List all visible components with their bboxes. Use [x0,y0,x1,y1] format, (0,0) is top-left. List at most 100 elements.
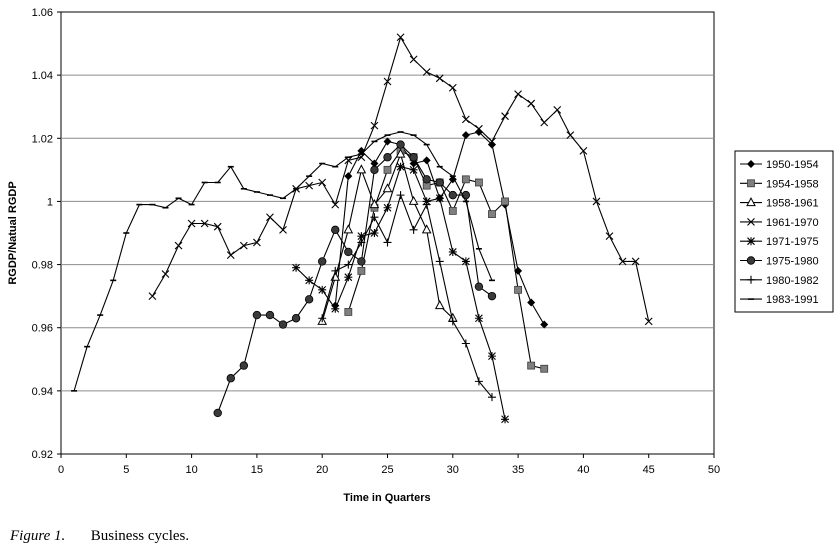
series-1983-1991 [71,131,495,392]
data-point-x [644,317,653,326]
legend-item-1983-1991: 1983-1991 [740,294,819,306]
data-point-square [514,285,522,294]
y-tick-label: 1 [47,196,53,208]
data-point-diamond [370,159,379,168]
y-tick-label: 0.98 [32,260,53,272]
legend-item-1961-1970: 1961-1970 [740,217,819,229]
y-tick-label: 0.96 [32,323,53,335]
figure-label: Figure 1. [10,528,66,544]
series-1961-1970 [148,33,653,326]
series-1975-1980 [213,140,497,418]
x-axis-title: Time in Quarters [343,492,430,504]
y-tick-label: 1.02 [32,133,53,145]
data-point-square [747,179,755,188]
data-point-x [370,121,379,130]
data-point-x [592,197,601,206]
data-point-asterisk [331,304,340,313]
data-point-circle [422,175,431,184]
data-point-triangle [356,164,367,174]
x-tick-label: 15 [251,464,263,476]
legend-item-1980-1982: 1980-1982 [740,275,819,287]
data-point-square [344,308,353,316]
data-point-x [187,219,196,228]
data-point-plus [396,191,405,200]
data-point-x [213,222,222,231]
data-point-circle [331,225,340,235]
data-point-plus [331,266,340,275]
figure-caption-text: Business cycles. [90,528,190,544]
data-point-circle [291,314,301,323]
x-tick-label: 50 [708,464,720,476]
data-point-x [305,181,314,190]
data-point-x [226,251,235,259]
data-point-triangle [434,300,445,310]
legend: 1950-1954 1954-1958 1958-1961 1961-1970 1971… [734,150,834,313]
business-cycles-chart: 0.92 0.94 0.96 0.98 1 1.02 1.04 1.06 0 5 10 15 20 25… [7,7,834,504]
data-point-triangle [395,148,406,158]
data-point-square [488,210,496,218]
data-point-x [501,112,509,121]
x-tick-label: 0 [58,464,64,476]
data-point-circle [487,291,497,301]
data-point-asterisk [396,162,405,171]
data-point-asterisk [409,165,418,174]
data-point-x [435,74,444,83]
data-point-square [527,361,536,370]
data-point-circle [213,408,222,418]
data-point-circle [474,282,484,291]
data-point-asterisk [474,314,483,323]
data-point-x [566,131,575,140]
series-layer [71,33,653,424]
data-point-triangle [421,224,432,234]
data-point-diamond [487,140,496,149]
data-point-x [605,232,614,241]
data-point-x [747,218,755,226]
data-point-asterisk [292,263,301,272]
legend-item-1950-1954: 1950-1954 [740,159,819,171]
data-point-asterisk [318,285,327,294]
data-point-plus [435,257,444,266]
data-point-triangle [382,183,393,193]
legend-item-1958-1961: 1958-1961 [740,197,819,210]
data-point-triangle [369,199,380,209]
data-point-square [475,178,483,187]
legend-label: 1975-1980 [766,256,819,268]
data-point-circle [304,295,314,304]
x-tick-label: 30 [447,464,459,476]
data-point-triangle [746,197,756,207]
legend-label: 1983-1991 [766,294,819,306]
data-point-x [579,147,588,155]
data-point-diamond [344,172,353,181]
data-point-circle [318,257,327,266]
data-point-circle [265,310,275,320]
figure-caption: Figure 1. Business cycles. [10,528,189,545]
series-line [217,144,493,414]
data-point-x [279,225,287,234]
data-point-x [553,105,562,114]
x-tick-label: 20 [316,464,328,476]
legend-items: 1950-1954 1954-1958 1958-1961 1961-1970 1971… [740,159,819,306]
data-point-circle [448,190,457,200]
data-point-x [488,137,496,146]
data-point-x [148,292,157,301]
data-point-triangle [408,195,419,205]
data-point-diamond [540,320,549,329]
data-point-x [540,118,549,127]
data-point-diamond [747,160,755,168]
x-tick-label: 40 [577,464,589,476]
legend-box [734,150,834,313]
data-point-asterisk [370,229,379,237]
data-point-circle [278,320,288,329]
data-point-asterisk [487,352,496,361]
data-point-plus [357,238,366,247]
data-point-diamond [383,137,392,146]
data-point-x [409,55,418,64]
data-point-square [448,206,457,215]
series-1980-1982 [318,191,496,402]
data-point-plus [318,314,327,323]
data-point-asterisk [461,257,470,266]
data-point-x [618,257,627,266]
data-point-x [422,68,431,76]
data-point-asterisk [448,247,457,256]
data-point-circle [370,165,379,175]
